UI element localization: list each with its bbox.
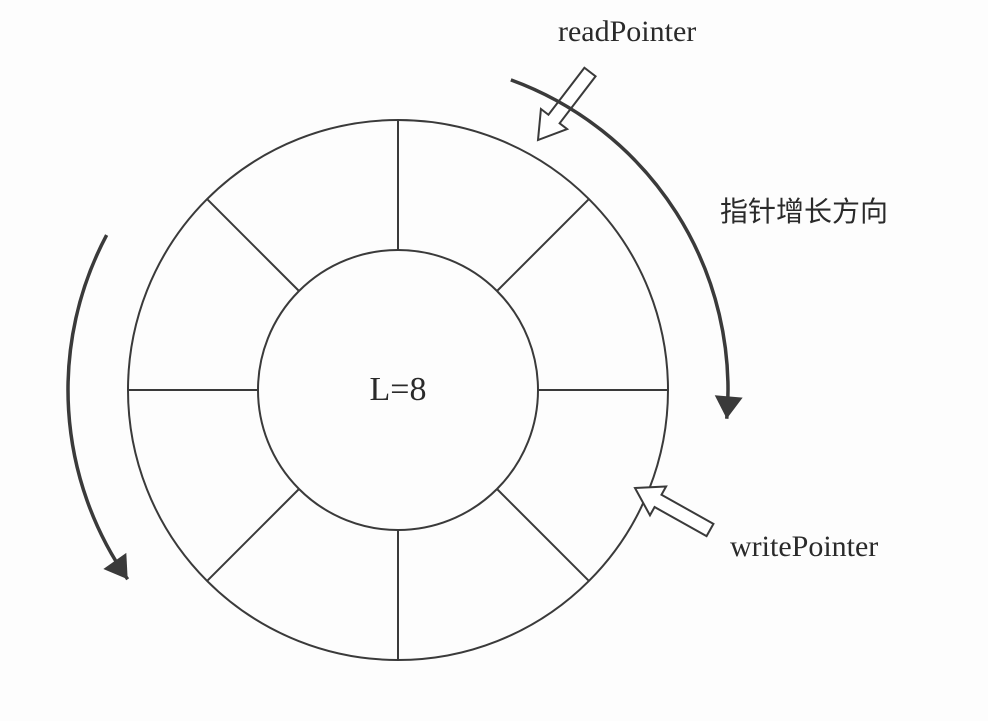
write-pointer-label: writePointer: [730, 530, 878, 564]
diagram-svg: [0, 0, 988, 721]
ring-buffer-diagram: L=8 readPointer writePointer 指针增长方向: [0, 0, 988, 721]
center-label: L=8: [370, 371, 427, 409]
read-pointer-label: readPointer: [558, 15, 696, 49]
direction-label: 指针增长方向: [720, 190, 888, 230]
